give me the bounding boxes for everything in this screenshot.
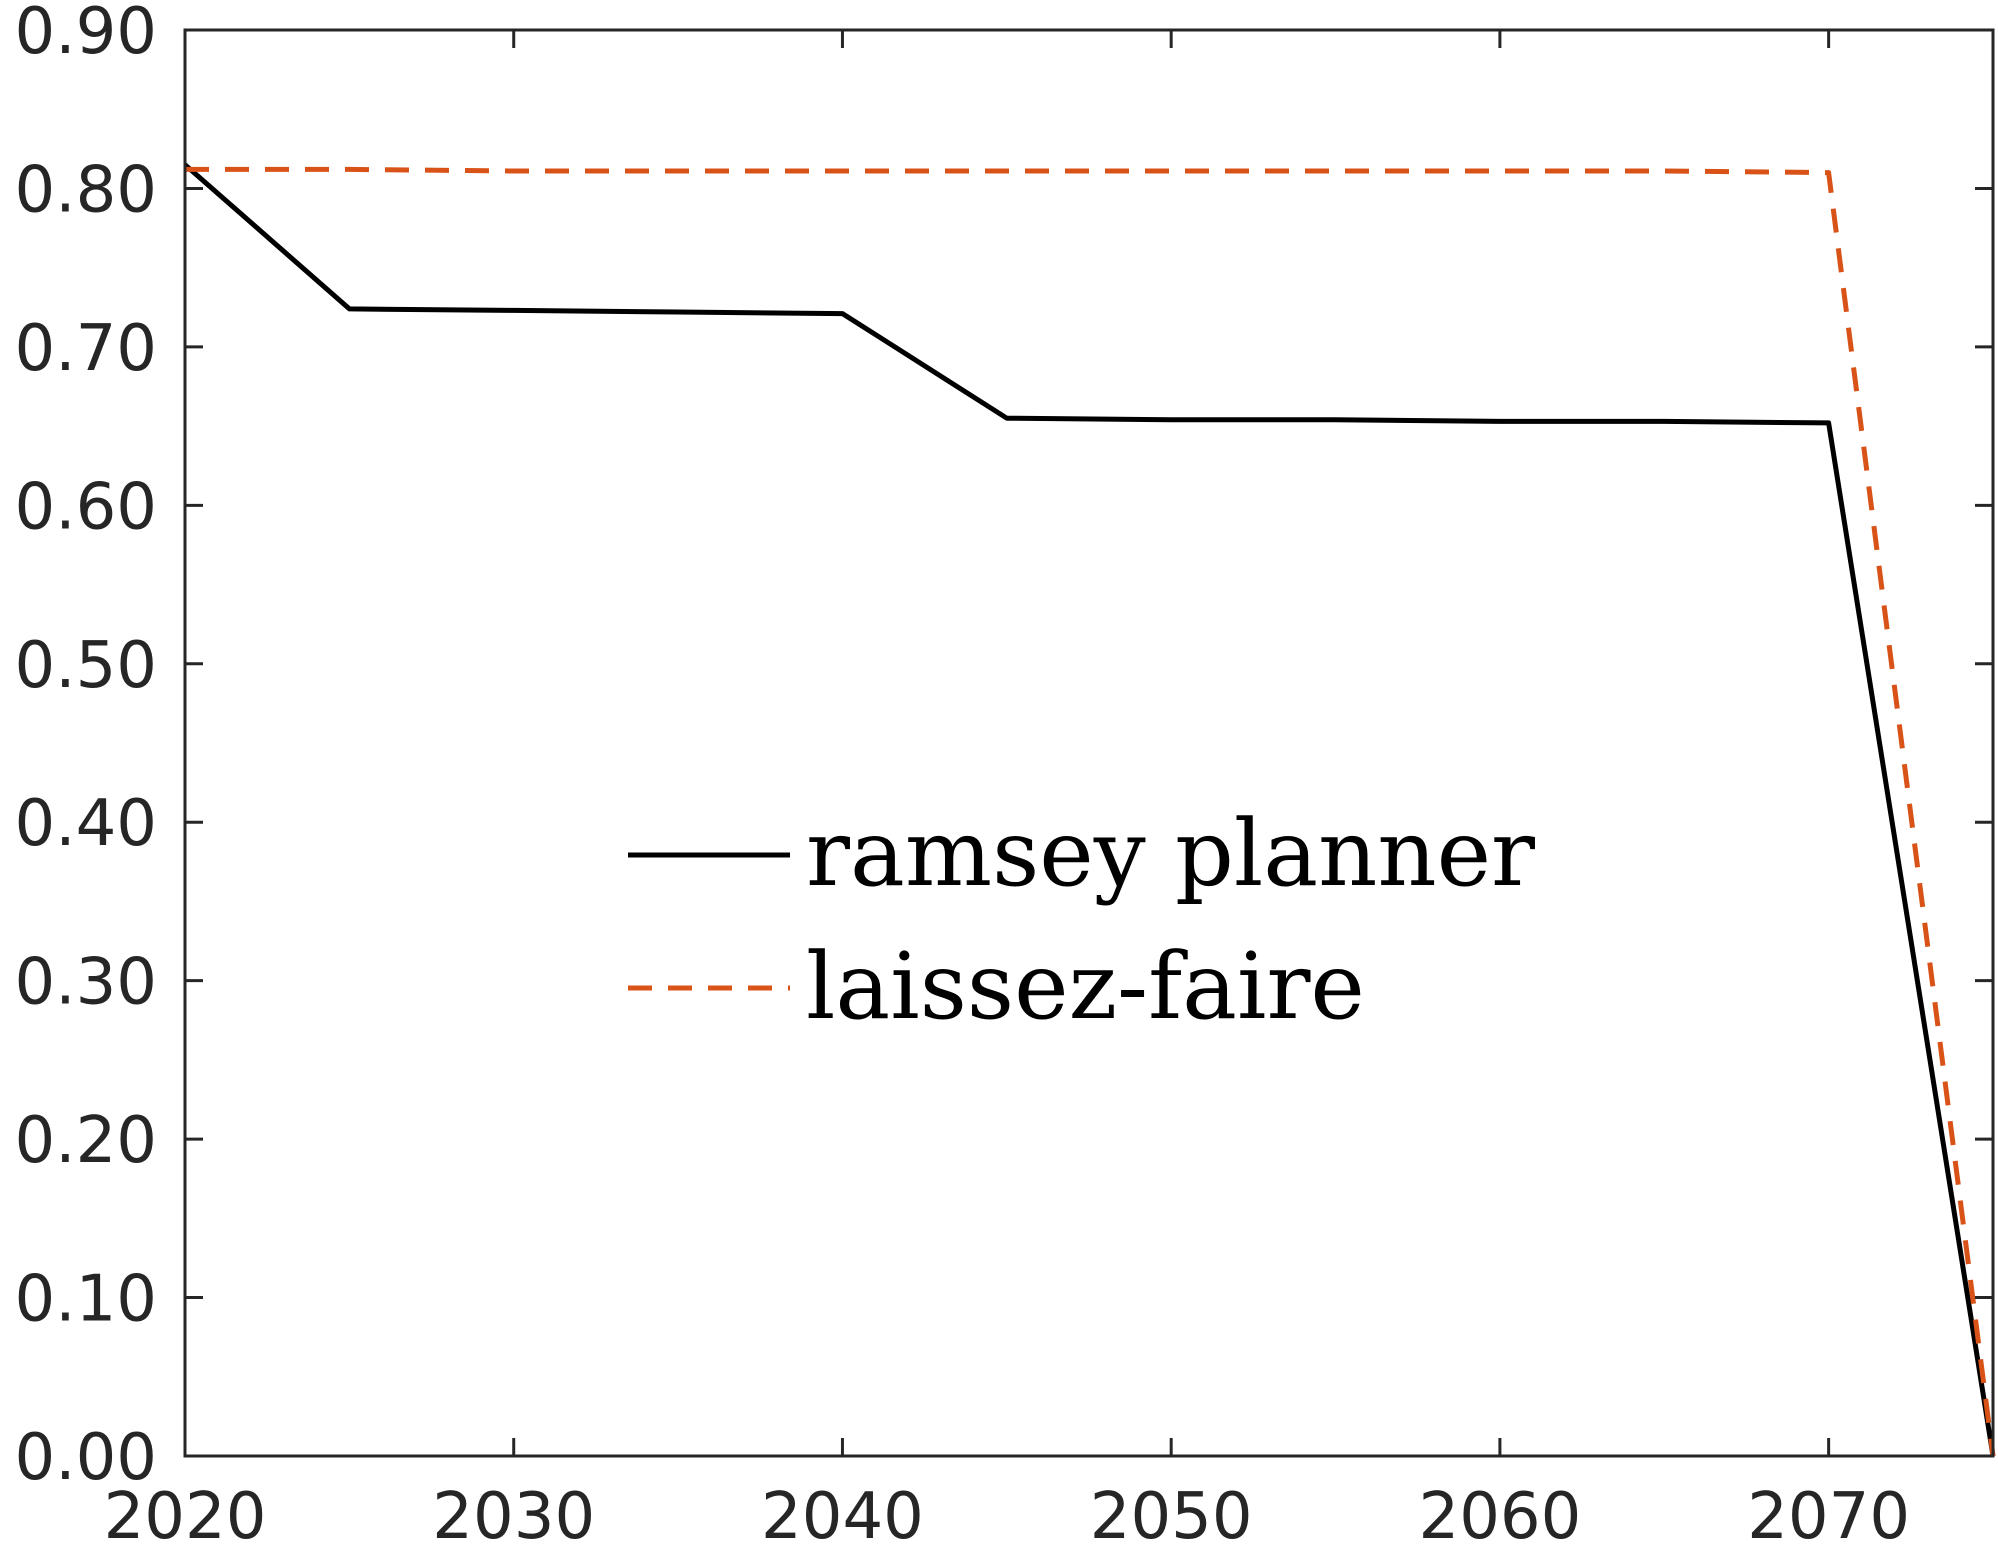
series-line-1 [185,166,1996,1457]
x-tick-label: 2040 [761,1480,924,1554]
y-tick-label: 0.50 [15,629,158,703]
y-tick-label: 0.40 [15,787,158,861]
y-tick-label: 0.30 [15,946,158,1020]
plot-background [185,30,1993,1456]
y-tick-label: 0.90 [15,0,158,69]
legend-label-0: ramsey planner [806,800,1535,907]
series-layer [183,162,1996,1457]
x-tick-label: 2050 [1090,1480,1253,1554]
y-tick-label: 0.70 [15,312,158,386]
x-tick-label: 2030 [432,1480,595,1554]
x-tick-label: 2070 [1747,1480,1910,1554]
y-tick-label: 0.10 [15,1263,158,1337]
series-line-0 [183,162,1996,1457]
plot-frame [183,28,1995,1458]
y-tick-label: 0.80 [15,153,158,227]
y-tick-label: 0.20 [15,1104,158,1178]
tick-layer: 2020 2030 2040 2050 2060 2070 0.00 0.10 0.20 0.30… [15,0,1993,1554]
legend-label-1: laissez-faire [806,933,1365,1040]
x-tick-label: 2060 [1418,1480,1581,1554]
y-tick-label: 0.00 [15,1421,158,1495]
x-tick-label: 2020 [104,1480,267,1554]
legend: ramsey planner laissez-faire [628,800,1535,1040]
y-tick-label: 0.60 [15,470,158,544]
